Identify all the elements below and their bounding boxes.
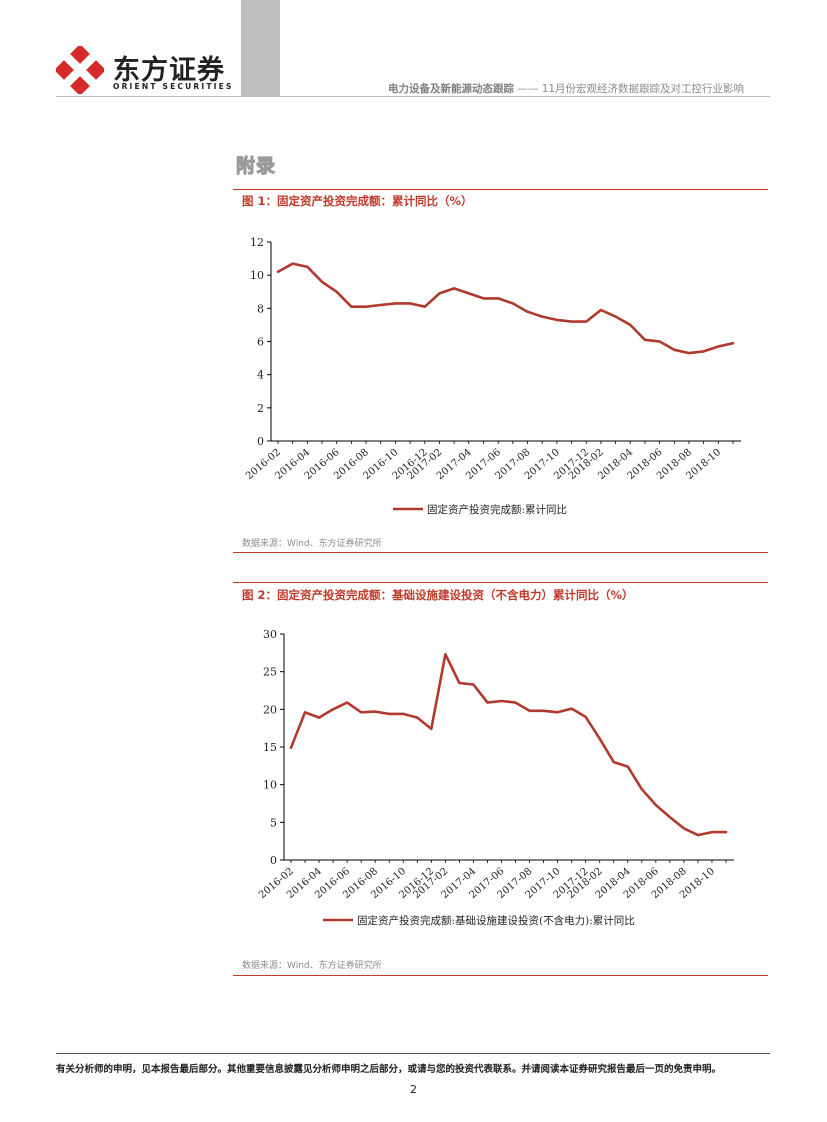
chart1-y-tick-label: 6 [257, 336, 264, 349]
chart2-y-tick-label: 25 [263, 666, 277, 679]
figure2-title: 图 2：固定资产投资完成额：基础设施建设投资（不含电力）累计同比（%） [242, 588, 634, 602]
chart1-y-tick-label: 12 [250, 236, 264, 249]
figure1-source: 数据来源：Wind、东方证券研究所 [242, 539, 382, 549]
logo-icon [56, 46, 104, 94]
figure1-bottom-rule [233, 552, 768, 553]
chart1-y-tick-label: 8 [257, 302, 264, 315]
figure1-top-rule [233, 189, 768, 190]
page-number: 2 [410, 1083, 417, 1096]
chart2-y-tick-label: 20 [263, 703, 277, 716]
header-gray-tab [241, 0, 280, 97]
figure2-bottom-rule [233, 975, 768, 976]
chart2-y-tick-label: 30 [263, 628, 277, 641]
figure1-title: 图 1：固定资产投资完成额：累计同比（%） [242, 194, 473, 208]
chart1-y-tick-label: 0 [257, 435, 264, 448]
chart1-series-line-0 [276, 262, 735, 355]
figure2-source: 数据来源：Wind、东方证券研究所 [242, 961, 382, 971]
header-divider [56, 96, 770, 97]
chart2-series-line-0 [289, 652, 728, 837]
report-title: 11月份宏观经济数据跟踪及对工控行业影响 [541, 83, 745, 95]
chart2-y-tick-label: 10 [263, 779, 277, 792]
report-series: 电力设备及新能源动态跟踪 [388, 83, 514, 95]
chart1-legend-label: 固定资产投资完成额:累计同比 [427, 503, 567, 516]
chart1-y-tick-label: 4 [257, 369, 264, 382]
footer-disclaimer: 有关分析师的申明，见本报告最后部分。其他重要信息披露见分析师申明之后部分，或请与… [56, 1064, 722, 1075]
figure2-chart: 0510152025302016-022016-042016-062016-08… [257, 628, 734, 927]
figure1-chart: 0246810122016-022016-042016-062016-08201… [244, 236, 741, 516]
chart2-y-tick-label: 0 [270, 854, 277, 867]
chart2-y-tick-label: 15 [263, 741, 277, 754]
chart1-y-tick-label: 2 [257, 402, 264, 415]
chart1-y-tick-label: 10 [250, 269, 264, 282]
section-title: 附录 [235, 155, 277, 178]
footer-divider [56, 1053, 770, 1054]
header-title: 电力设备及新能源动态跟踪 —— 11月份宏观经济数据跟踪及对工控行业影响 [388, 81, 744, 96]
header-separator: —— [517, 83, 539, 95]
logo-text-cn: 东方证券 [113, 55, 225, 86]
chart2-y-tick-label: 5 [270, 816, 277, 829]
figure2-top-rule [233, 582, 768, 583]
chart2-legend-label: 固定资产投资完成额:基础设施建设投资(不含电力):累计同比 [357, 914, 635, 927]
logo-text-en: ORIENT SECURITIES [113, 82, 234, 91]
